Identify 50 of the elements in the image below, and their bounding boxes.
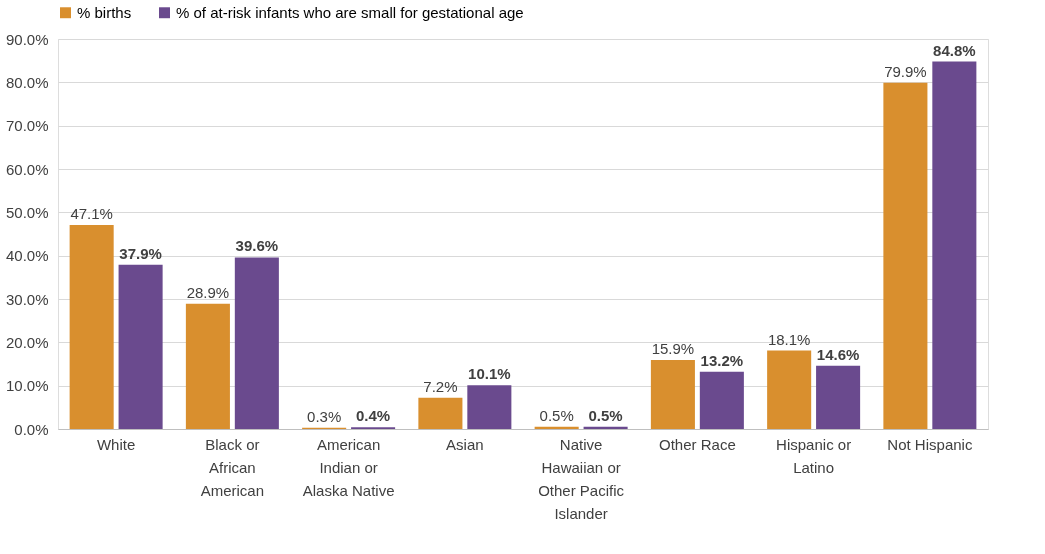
x-tick-label: American Indian or Alaska Native xyxy=(302,435,395,499)
data-label: 18.1% xyxy=(767,330,811,348)
data-label: 37.9% xyxy=(119,244,162,262)
bar xyxy=(650,360,695,429)
bar xyxy=(932,61,977,429)
x-tick-label: Asian xyxy=(446,435,484,453)
bar xyxy=(767,350,812,429)
bar xyxy=(699,371,744,429)
data-label: 0.3% xyxy=(307,407,342,425)
x-tick-label: White xyxy=(96,435,136,453)
bar xyxy=(883,82,928,429)
y-tick-label: 90.0% xyxy=(5,30,49,48)
y-tick-label: 70.0% xyxy=(5,117,49,135)
y-tick-label: 30.0% xyxy=(5,290,49,308)
bar xyxy=(234,257,279,429)
y-tick-label: 20.0% xyxy=(5,333,49,351)
data-label: 0.5% xyxy=(588,406,623,424)
data-label: 84.8% xyxy=(933,41,976,59)
y-tick-label: 80.0% xyxy=(5,73,49,91)
bar xyxy=(185,303,230,429)
y-tick-label: 10.0% xyxy=(5,377,49,395)
bar xyxy=(816,365,861,429)
x-tick-label: Hispanic or Latino xyxy=(776,435,852,476)
data-label: 79.9% xyxy=(884,62,927,80)
x-tick-label: Black or African American xyxy=(200,435,265,499)
data-label: 7.2% xyxy=(423,377,458,395)
bar xyxy=(583,426,628,429)
data-label: 39.6% xyxy=(235,237,279,255)
data-label: 14.6% xyxy=(816,345,860,363)
y-tick-label: 40.0% xyxy=(5,247,49,265)
x-tick-label: Not Hispanic xyxy=(887,435,973,453)
bar xyxy=(418,397,463,429)
bar xyxy=(467,385,512,429)
bar xyxy=(118,264,163,429)
data-label: 15.9% xyxy=(651,340,695,358)
legend-label: % births xyxy=(77,3,132,21)
legend-label: % of at-risk infants who are small for gestational age xyxy=(176,3,524,21)
x-tick-label: Native Hawaiian or Other Pacific Islander xyxy=(538,435,625,522)
bar xyxy=(534,426,579,429)
data-label: 13.2% xyxy=(700,351,744,369)
y-tick-label: 0.0% xyxy=(14,420,49,438)
bar xyxy=(69,224,114,429)
data-label: 0.4% xyxy=(356,407,391,425)
data-label: 0.5% xyxy=(539,406,574,424)
y-tick-label: 50.0% xyxy=(5,203,49,221)
data-label: 28.9% xyxy=(186,283,230,301)
data-label: 10.1% xyxy=(468,365,511,383)
x-tick-label: Other Race xyxy=(659,435,736,453)
data-label: 47.1% xyxy=(70,204,113,222)
y-tick-label: 60.0% xyxy=(5,160,49,178)
